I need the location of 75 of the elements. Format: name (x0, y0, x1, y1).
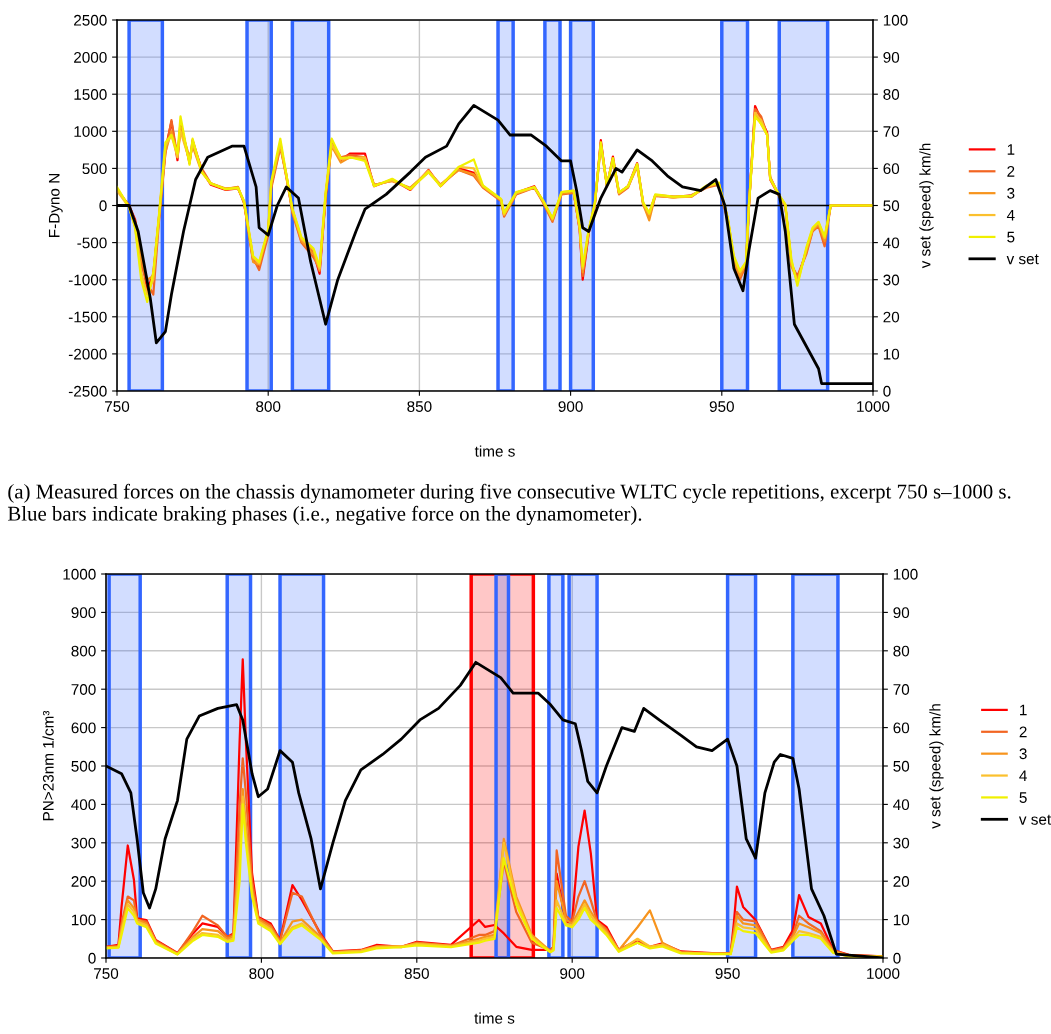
y2-tick-label: 90 (883, 51, 900, 63)
legend-label: 1 (1007, 144, 1015, 155)
legend-label: v set (1006, 254, 1039, 265)
legend-label: 5 (1019, 792, 1027, 803)
y-axis-title: PN>23nm 1/cm³ (42, 710, 54, 821)
y-tick-label: 100 (71, 914, 96, 926)
y2-axis-title: v set (speed) km/h (919, 143, 934, 269)
y-tick-label: 0 (99, 200, 107, 212)
y-tick-label: 600 (71, 722, 96, 734)
y-tick-label: -500 (77, 237, 107, 249)
y2-tick-label: 50 (883, 200, 900, 212)
y-tick-label: 500 (82, 163, 107, 175)
y-tick-label: -1500 (68, 311, 107, 323)
y-tick-label: 200 (71, 876, 96, 887)
x-tick-label: 800 (249, 968, 274, 979)
y2-tick-label: 10 (893, 914, 910, 926)
legend-label: 1 (1020, 704, 1027, 716)
text: (a) Measured forces on the chassis dynamometer during five consecutive WLTC cycle repetitions, excerpt 750 s–1000 s. Blue bars indicate braking phases (i.e., negative force on the dynamometer). (7, 483, 1011, 526)
y2-tick-label: 20 (883, 311, 900, 323)
x-tick-label: 800 (256, 401, 281, 412)
y-tick-label: 400 (71, 799, 96, 811)
y-tick-label: 2000 (74, 51, 107, 63)
x-tick-label: 1000 (857, 401, 890, 412)
y-axis-title: F-Dyno N (48, 174, 63, 237)
y-tick-label: -1000 (68, 274, 107, 286)
y2-tick-label: 80 (893, 645, 910, 657)
y2-tick-label: 90 (893, 607, 910, 619)
y2-tick-label: 40 (893, 799, 910, 811)
x-tick-label: 850 (407, 401, 432, 412)
x-tick-label: 1000 (867, 968, 900, 979)
y-tick-label: 1500 (74, 89, 107, 100)
x-tick-label: 950 (709, 401, 734, 412)
y-tick-label: -2500 (68, 385, 107, 397)
legend-label: 4 (1006, 209, 1015, 221)
y2-tick-label: 100 (883, 14, 908, 26)
x-tick-label: 750 (94, 968, 119, 979)
x-tick-label: 850 (404, 968, 429, 979)
y-tick-label: 1000 (63, 568, 96, 580)
legend-label: 4 (1019, 770, 1027, 781)
legend-label: v set (1018, 814, 1051, 825)
y2-tick-label: 60 (893, 722, 910, 734)
y2-tick-label: 0 (893, 952, 901, 964)
x-tick-label: 900 (558, 401, 583, 412)
x-axis-title: time s (474, 445, 515, 457)
legend-label: 2 (1019, 726, 1027, 738)
y2-tick-label: 50 (893, 760, 910, 772)
y2-tick-label: 40 (883, 237, 900, 249)
x-tick-label: 750 (105, 401, 130, 412)
y2-tick-label: 0 (883, 385, 891, 397)
y2-tick-label: 70 (893, 684, 910, 695)
legend-label: 2 (1007, 165, 1015, 177)
y2-axis-title: v set (speed) km/h (929, 704, 944, 829)
y-tick-label: 700 (71, 684, 96, 695)
legend-label: 5 (1007, 231, 1015, 243)
x-tick-label: 950 (715, 968, 740, 979)
y-tick-label: -2000 (68, 348, 107, 360)
legend-label: 3 (1019, 748, 1027, 760)
y2-tick-label: 10 (883, 348, 900, 360)
y-tick-label: 0 (88, 952, 96, 964)
y-tick-label: 2500 (74, 14, 107, 26)
y-tick-label: 800 (71, 645, 96, 657)
x-axis-title: time s (474, 1012, 515, 1024)
y2-tick-label: 20 (893, 876, 910, 887)
y2-tick-label: 30 (893, 837, 910, 849)
y2-tick-label: 60 (883, 163, 900, 175)
legend-label: 3 (1007, 187, 1015, 199)
y2-tick-label: 30 (883, 274, 900, 286)
y2-tick-label: 70 (883, 126, 900, 137)
y-tick-label: 300 (71, 837, 96, 849)
y-tick-label: 1000 (74, 126, 107, 137)
y-tick-label: 500 (71, 760, 96, 772)
x-tick-label: 900 (560, 968, 585, 979)
y2-tick-label: 80 (883, 89, 900, 100)
y-tick-label: 900 (71, 607, 96, 619)
y2-tick-label: 100 (893, 568, 918, 580)
